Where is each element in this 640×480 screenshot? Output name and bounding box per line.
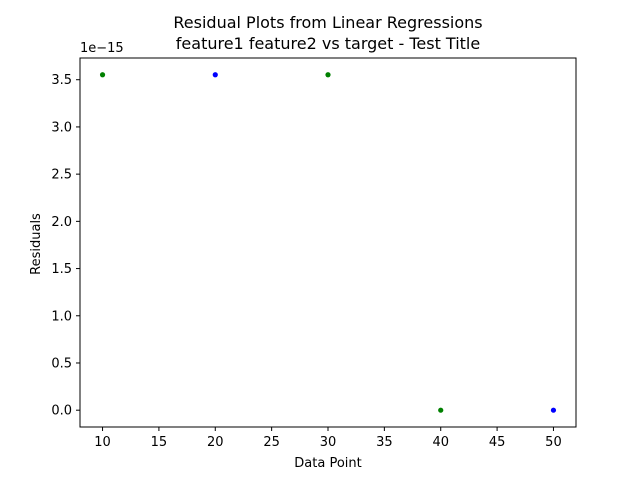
x-tick-label: 30 — [320, 435, 337, 450]
x-tick-label: 40 — [432, 435, 449, 450]
data-point-series-1 — [325, 72, 331, 78]
y-axis-ticks: 0.0 0.5 1.0 1.5 2.0 2.5 3.0 3.5 — [51, 73, 80, 419]
axes-frame — [80, 58, 576, 427]
data-point-series-2 — [212, 72, 218, 78]
axes-border — [79, 57, 577, 428]
data-points — [99, 72, 557, 413]
data-point-series-1 — [99, 72, 106, 78]
x-tick-label: 20 — [207, 435, 224, 450]
x-tick-label: 15 — [151, 435, 168, 450]
chart-title-line1: Residual Plots from Linear Regressions — [173, 13, 482, 32]
x-axis-label: Data Point — [294, 456, 361, 471]
y-tick-label: 3.0 — [51, 120, 72, 135]
y-tick-label: 0.0 — [51, 404, 72, 419]
x-tick-label: 45 — [489, 435, 506, 450]
x-tick-label: 35 — [376, 435, 393, 450]
x-axis-ticks: 10 15 20 25 30 35 40 45 50 — [94, 427, 562, 450]
x-tick-label: 25 — [263, 435, 280, 450]
x-tick-label: 10 — [94, 435, 111, 450]
y-tick-label: 3.5 — [51, 73, 72, 88]
x-tick-label: 50 — [545, 435, 562, 450]
y-axis-offset-text: 1e−15 — [80, 41, 124, 56]
data-point-series-1 — [438, 407, 444, 413]
y-tick-label: 2.0 — [51, 215, 72, 230]
y-tick-label: 2.5 — [51, 168, 72, 183]
plot-area: 10 15 20 25 30 35 40 45 50 0.0 0.5 1.0 1.5 2.0 2.5 3.0… — [51, 57, 577, 450]
data-point-series-2 — [550, 407, 557, 413]
y-axis-label: Residuals — [29, 213, 44, 275]
y-tick-label: 1.0 — [51, 309, 72, 324]
y-tick-label: 0.5 — [51, 356, 72, 371]
y-tick-label: 1.5 — [51, 262, 72, 277]
chart-title-line2: feature1 feature2 vs target - Test Title — [176, 34, 480, 53]
